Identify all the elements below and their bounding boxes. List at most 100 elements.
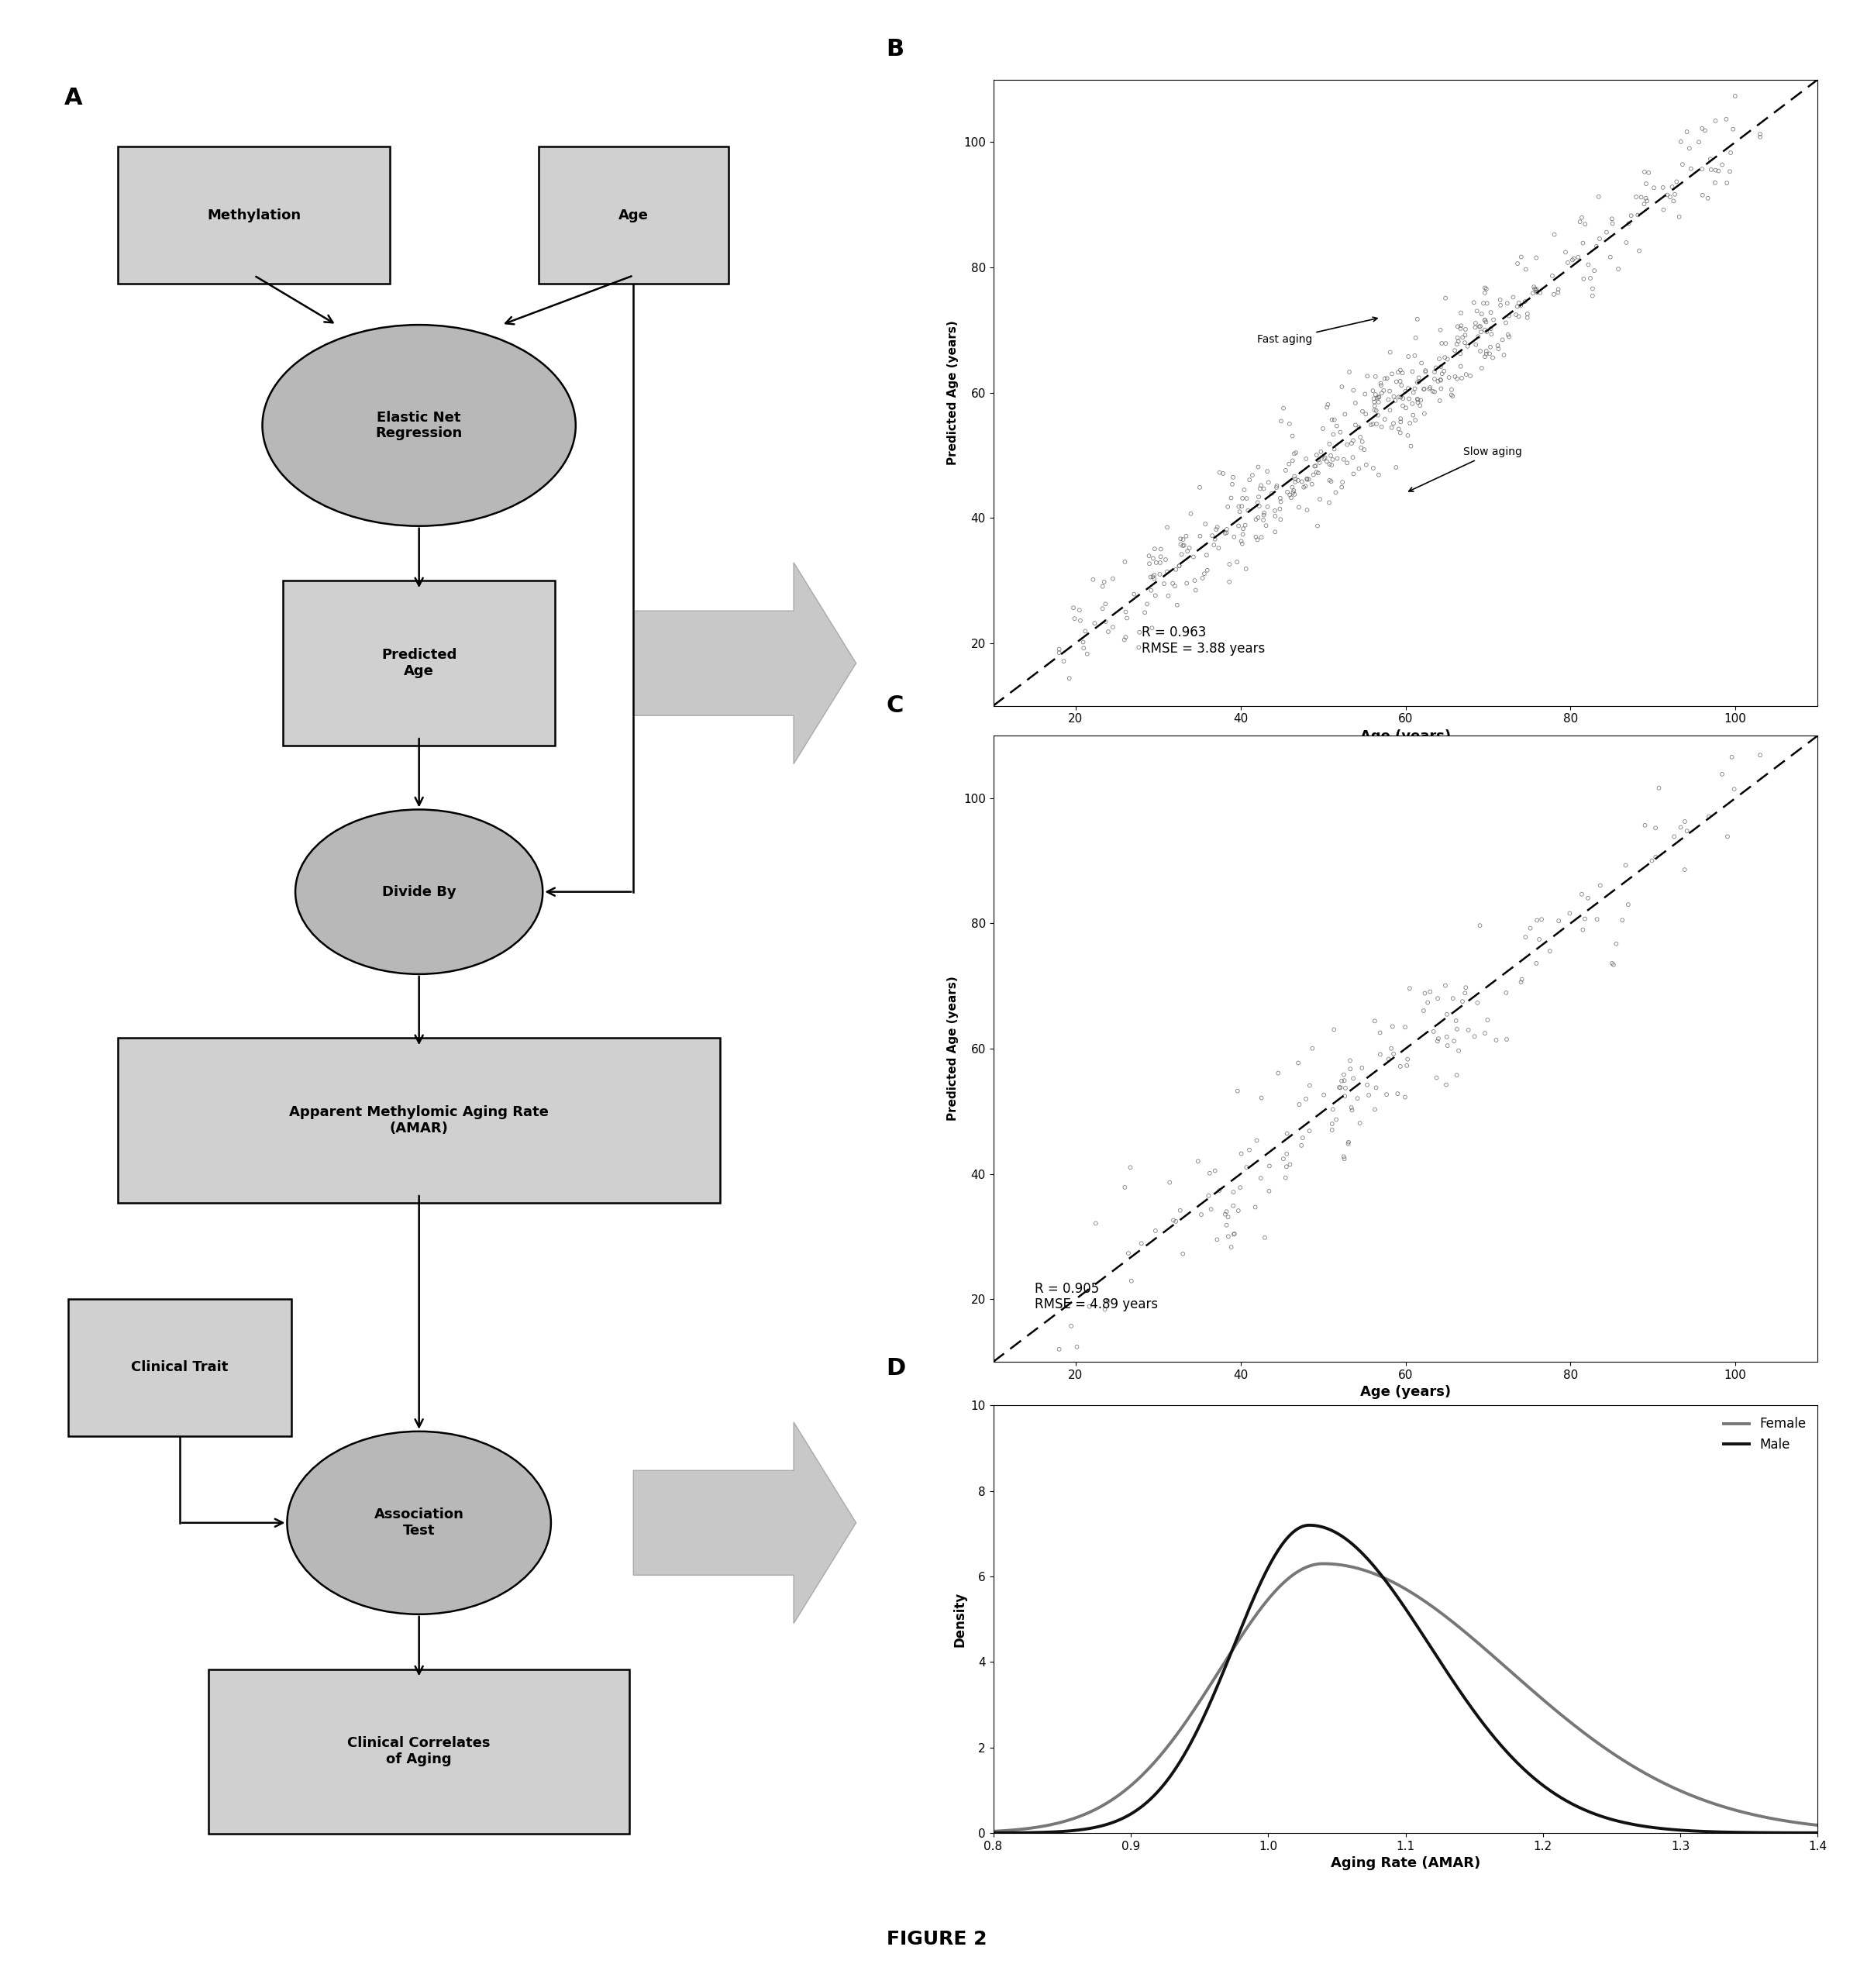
- Point: [1516, 912, 1546, 944]
- Point: [1361, 396, 1391, 427]
- Point: [1443, 310, 1473, 342]
- Point: [1166, 1195, 1196, 1227]
- Point: [1570, 903, 1600, 934]
- Point: [1115, 1151, 1145, 1183]
- Point: [1512, 302, 1542, 334]
- Point: [1432, 1030, 1462, 1062]
- Point: [1415, 372, 1445, 404]
- Point: [1278, 475, 1308, 507]
- X-axis label: Aging Rate (AMAR): Aging Rate (AMAR): [1331, 1857, 1480, 1871]
- Point: [1319, 433, 1349, 465]
- Y-axis label: Predicted Age (years): Predicted Age (years): [948, 976, 959, 1121]
- Point: [1168, 539, 1197, 571]
- Point: [1465, 316, 1495, 348]
- Point: [1385, 382, 1415, 414]
- Point: [1578, 280, 1608, 312]
- Point: [1411, 356, 1441, 388]
- Point: [1044, 634, 1074, 666]
- Point: [1411, 354, 1441, 386]
- Point: [1231, 483, 1261, 515]
- Point: [1430, 970, 1460, 1002]
- Point: [1688, 179, 1718, 211]
- Point: [1687, 153, 1717, 185]
- Point: [1271, 1151, 1301, 1183]
- Point: [1346, 1107, 1376, 1139]
- Point: [1494, 318, 1524, 350]
- Point: [1361, 1072, 1391, 1103]
- Point: [1578, 272, 1608, 304]
- Point: [1392, 1044, 1422, 1076]
- Point: [1673, 133, 1703, 165]
- Point: [1257, 477, 1287, 509]
- Point: [1642, 841, 1672, 873]
- Point: [1426, 364, 1456, 396]
- Point: [1153, 580, 1182, 612]
- Point: [1203, 533, 1233, 565]
- Point: [1336, 1091, 1366, 1123]
- Point: [1252, 509, 1282, 541]
- Point: [1383, 1077, 1413, 1109]
- Point: [1398, 400, 1428, 431]
- Point: [1614, 207, 1643, 239]
- Point: [1422, 982, 1452, 1014]
- Point: [1462, 986, 1492, 1018]
- Point: [1304, 483, 1334, 515]
- Ellipse shape: [296, 809, 543, 974]
- Point: [1284, 1089, 1314, 1121]
- Point: [1301, 451, 1331, 483]
- Point: [1078, 565, 1108, 596]
- Point: [1377, 412, 1407, 443]
- Point: [1317, 1113, 1347, 1145]
- Point: [1707, 149, 1737, 181]
- Point: [1471, 272, 1501, 304]
- Point: [1471, 316, 1501, 348]
- Point: [1383, 382, 1413, 414]
- Point: [1597, 948, 1627, 980]
- Point: [1314, 388, 1344, 419]
- Point: [1469, 314, 1499, 346]
- Point: [1477, 318, 1507, 350]
- Point: [1250, 1223, 1280, 1254]
- Point: [1242, 451, 1272, 483]
- Point: [1302, 457, 1332, 489]
- Point: [1479, 304, 1509, 336]
- Point: [1441, 1060, 1471, 1091]
- Point: [1139, 563, 1169, 594]
- Point: [1576, 262, 1606, 294]
- Point: [1372, 1079, 1402, 1111]
- Point: [1254, 1151, 1284, 1183]
- Point: [1507, 241, 1537, 272]
- Point: [1141, 580, 1171, 612]
- Point: [1383, 356, 1413, 388]
- Point: [1276, 481, 1306, 513]
- Text: FIGURE 2: FIGURE 2: [886, 1930, 988, 1948]
- Point: [1720, 80, 1750, 111]
- Point: [1522, 243, 1552, 274]
- Point: [1278, 477, 1308, 509]
- Point: [1467, 352, 1497, 384]
- Point: [1415, 976, 1445, 1008]
- Point: [1432, 998, 1462, 1030]
- Point: [1332, 447, 1362, 479]
- Point: [1218, 1219, 1248, 1250]
- Point: [1149, 569, 1179, 600]
- Point: [1475, 338, 1505, 370]
- Point: [1582, 231, 1612, 262]
- Point: [1242, 1125, 1272, 1157]
- X-axis label: Age (years): Age (years): [1361, 730, 1450, 744]
- Point: [1151, 543, 1181, 575]
- Point: [1139, 559, 1169, 590]
- Point: [1494, 300, 1524, 332]
- Point: [1098, 563, 1128, 594]
- Point: [1091, 588, 1121, 620]
- Point: [1717, 137, 1747, 169]
- Point: [1672, 815, 1702, 847]
- Point: [1569, 227, 1599, 258]
- Point: [1145, 547, 1175, 579]
- Point: [1274, 408, 1304, 439]
- Point: [1392, 372, 1422, 404]
- Point: [1522, 276, 1552, 308]
- Point: [1166, 529, 1196, 561]
- Point: [1402, 384, 1432, 415]
- Point: [1471, 336, 1501, 368]
